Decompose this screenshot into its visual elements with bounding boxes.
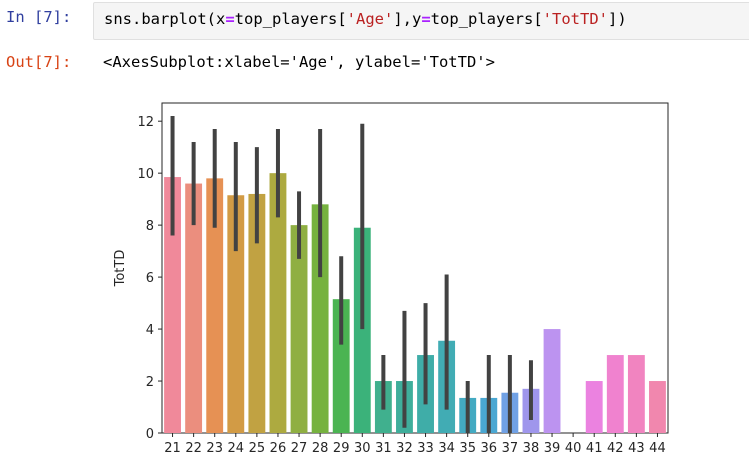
bar-25 [248,193,266,433]
y-tick-label-10: 10 [137,167,154,182]
y-tick-label-4: 4 [146,323,154,338]
code-token: sns.barplot(x [104,10,226,28]
bar-43 [627,355,645,433]
code-token: top_players[ [430,10,543,28]
bar-39 [543,329,561,433]
bar-29 [332,299,350,433]
x-tick-label-42: 42 [607,441,624,456]
x-tick-label-32: 32 [396,441,413,456]
x-tick-label-28: 28 [312,441,329,456]
bar-27 [290,225,308,433]
y-tick-label-6: 6 [146,271,154,286]
x-tick-label-31: 31 [375,441,392,456]
y-tick-label-12: 12 [137,115,154,130]
code-token: top_players[ [234,10,347,28]
bar-28 [311,204,329,433]
x-tick-label-43: 43 [628,441,645,456]
y-axis: 0 2 4 6 8 10 12 [137,115,162,442]
bar-30 [353,227,371,433]
x-tick-label-26: 26 [270,441,287,456]
x-tick-label-30: 30 [354,441,371,456]
code-operator: = [225,10,235,28]
x-tick-label-34: 34 [438,441,455,456]
bar-21 [164,177,181,433]
x-tick-label-38: 38 [523,441,540,456]
x-tick-label-33: 33 [417,441,434,456]
code-token: ]) [607,10,627,28]
bar-23 [206,178,224,433]
output-text: <AxesSubplot:xlabel='Age', ylabel='TotTD… [103,53,495,71]
input-prompt: In [7]: [6,8,72,26]
x-tick-label-37: 37 [502,441,519,456]
x-tick-label-36: 36 [481,441,498,456]
bar-22 [185,183,203,433]
bar-41 [585,381,603,433]
output-prompt: Out[7]: [6,53,72,71]
x-tick-label-23: 23 [206,441,223,456]
y-axis-label: TotTD [113,250,128,288]
code-string: 'TotTD' [542,10,608,28]
y-tick-label-2: 2 [146,375,154,390]
x-tick-label-22: 22 [185,441,202,456]
code-operator: = [421,10,431,28]
error-bars-group [170,115,533,433]
code-token: ],y [393,10,422,28]
x-tick-label-39: 39 [544,441,561,456]
code-line[interactable]: sns.barplot(x=top_players['Age'],y=top_p… [104,10,627,28]
x-tick-label-35: 35 [459,441,476,456]
y-tick-label-8: 8 [146,219,154,234]
bar-26 [269,173,287,434]
bar-24 [227,195,245,433]
bar-42 [606,355,624,433]
x-tick-label-24: 24 [228,441,245,456]
x-tick-label-27: 27 [291,441,308,456]
axes-frame [161,102,669,434]
x-tick-label-21: 21 [164,441,181,456]
bars-group [164,173,666,434]
x-tick-label-41: 41 [586,441,603,456]
code-string: 'Age' [346,10,394,28]
x-axis: 21 22 23 24 25 26 27 28 29 30 31 32 33 34 35 36 37 38 39 40… [164,433,666,456]
y-tick-label-0: 0 [146,427,154,442]
x-tick-label-40: 40 [565,441,582,456]
x-tick-label-25: 25 [249,441,266,456]
code-editor[interactable]: sns.barplot(x=top_players['Age'],y=top_p… [93,2,749,40]
x-tick-label-29: 29 [333,441,350,456]
x-tick-label-44: 44 [649,441,666,456]
bar-44 [649,381,666,433]
